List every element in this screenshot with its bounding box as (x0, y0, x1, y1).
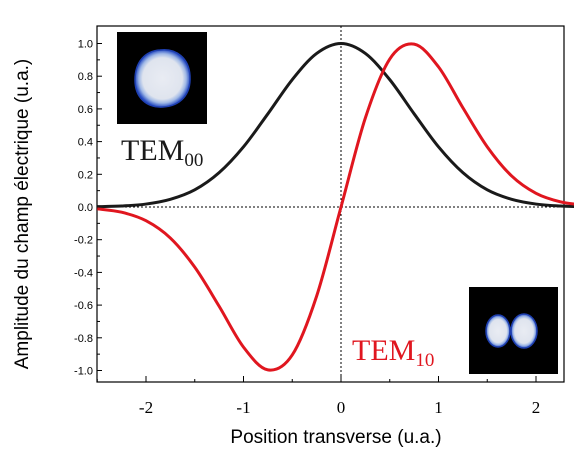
y-tick-label: -0.8 (74, 333, 93, 345)
y-axis-title: Amplitude du champ électrique (u.a.) (12, 59, 33, 370)
series-line-tem00 (97, 41, 574, 209)
y-tick-label: 0.6 (78, 104, 93, 116)
x-axis-title: Position transverse (u.a.) (230, 427, 441, 448)
y-tick-label: 1.0 (78, 39, 93, 51)
x-tick-label: 1 (434, 398, 443, 417)
x-tick-label: 2 (532, 398, 541, 417)
x-tick-label: -2 (139, 398, 153, 417)
tem10-label: TEM10 (352, 334, 434, 371)
x-tick-label: -1 (236, 398, 250, 417)
inset-tem10-spot-right (510, 313, 538, 349)
y-tick-label: 0.2 (78, 169, 93, 181)
y-tick-label: -1.0 (74, 366, 93, 378)
y-tick-label: -0.4 (74, 267, 93, 279)
series-line-tem10 (97, 42, 574, 372)
y-tick-label: 0.0 (78, 202, 93, 214)
y-tick-label: 0.4 (78, 137, 93, 149)
x-tick-label: 0 (337, 398, 346, 417)
inset-tem10 (469, 287, 558, 374)
inset-tem10-spot-left (485, 314, 511, 348)
axis-ticks: 1.0 0.8 0.6 0.4 0.2 0.0 -0.2 -0.4 -0.6 -0.8 -1.0 -2… (74, 39, 540, 418)
y-tick-label: 0.8 (78, 71, 93, 83)
y-tick-label: -0.2 (74, 235, 93, 247)
inset-tem00 (117, 32, 207, 124)
tem00-label: TEM00 (121, 134, 203, 171)
y-tick-label: -0.6 (74, 300, 93, 312)
inset-tem00-spot (134, 49, 191, 108)
